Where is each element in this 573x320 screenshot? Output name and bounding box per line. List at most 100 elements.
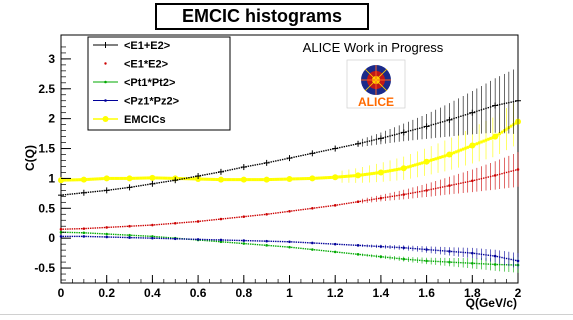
trace-mark [363, 173, 367, 177]
trace-mark [195, 238, 197, 241]
trace-mark [279, 211, 282, 214]
trace-mark [311, 207, 314, 210]
trace-mark [144, 235, 147, 237]
trace-mark [311, 152, 314, 155]
trace-mark [432, 249, 435, 251]
trace-mark [112, 176, 115, 180]
trace-mark [345, 244, 348, 246]
trace-mark [275, 160, 277, 162]
trace-mark [316, 151, 318, 154]
trace-mark [110, 226, 112, 228]
trace-mark [83, 227, 85, 230]
trace-mark [315, 176, 319, 180]
trace-mark [409, 258, 412, 261]
trace-mark [114, 176, 118, 180]
trace-mark [373, 255, 375, 257]
trace-mark [313, 249, 316, 251]
trace-mark [215, 239, 218, 241]
trace-mark [108, 236, 110, 238]
trace-mark [133, 225, 135, 227]
trace-mark [78, 192, 80, 194]
trace-mark [121, 236, 124, 239]
trace-mark [428, 125, 430, 127]
trace-mark [135, 176, 138, 180]
trace-mark [243, 215, 245, 218]
trace-mark [357, 143, 359, 145]
trace-mark [190, 177, 193, 181]
trace-mark [144, 176, 147, 180]
trace-mark [350, 144, 352, 146]
trace-mark [281, 177, 284, 181]
y-tick-label: 3 [48, 52, 55, 66]
trace-mark [92, 232, 94, 234]
trace-mark [279, 240, 282, 243]
trace-mark [339, 146, 341, 149]
trace-mark [195, 175, 197, 178]
trace-mark [265, 244, 268, 247]
trace-mark [149, 183, 151, 185]
trace-mark [304, 154, 307, 156]
trace-mark [126, 236, 128, 239]
trace-mark [151, 224, 154, 226]
trace-mark [293, 156, 295, 158]
trace-mark [339, 243, 341, 246]
trace-mark [135, 237, 138, 239]
trace-mark [348, 202, 350, 204]
trace-mark [308, 176, 312, 180]
trace-mark [147, 235, 149, 237]
trace-mark [117, 233, 119, 236]
trace-mark [343, 252, 346, 254]
trace-mark [288, 241, 291, 243]
trace-mark [334, 243, 336, 245]
trace-mark [464, 181, 467, 183]
trace-mark [174, 238, 176, 240]
x-tick-label: 1.8 [464, 286, 481, 300]
legend-label: <Pz1*Pz2> [124, 96, 179, 108]
trace-mark [309, 153, 311, 155]
trace-mark [339, 251, 341, 254]
trace-mark [153, 224, 156, 226]
trace-mark [411, 164, 415, 168]
trace-mark [190, 238, 192, 240]
trace-mark [71, 235, 74, 238]
trace-mark [300, 241, 302, 244]
trace-mark [137, 185, 140, 187]
trace-mark [151, 176, 154, 180]
trace-mark [211, 239, 213, 241]
trace-mark [469, 112, 471, 115]
trace-mark [62, 194, 64, 196]
trace-mark [400, 167, 403, 171]
trace-mark [510, 170, 512, 172]
trace-mark [343, 243, 346, 246]
legend-label: <Pt1*Pt2> [124, 77, 175, 89]
trace-mark [295, 177, 298, 181]
trace-mark [261, 244, 263, 246]
trace-mark [243, 239, 245, 242]
trace-mark [69, 231, 71, 234]
trace-mark [322, 176, 325, 180]
trace-mark [208, 240, 211, 242]
trace-mark [487, 263, 489, 265]
trace-mark [67, 235, 69, 238]
trace-mark [263, 178, 266, 182]
trace-mark [101, 233, 103, 235]
trace-mark [279, 177, 282, 181]
trace-mark [373, 139, 375, 141]
trace-mark [78, 235, 80, 238]
trace-mark [496, 263, 499, 266]
trace-mark [201, 174, 204, 176]
trace-mark [240, 166, 243, 169]
trace-mark [220, 171, 222, 173]
trace-mark [359, 173, 362, 177]
trace-mark [201, 177, 204, 181]
trace-mark [90, 235, 92, 238]
trace-mark [226, 178, 230, 182]
trace-mark [128, 234, 131, 236]
trace-mark [329, 205, 332, 207]
trace-mark [83, 232, 85, 234]
trace-mark [220, 218, 222, 220]
trace-mark [133, 234, 135, 237]
trace-mark [217, 240, 220, 243]
trace-mark [302, 154, 304, 156]
